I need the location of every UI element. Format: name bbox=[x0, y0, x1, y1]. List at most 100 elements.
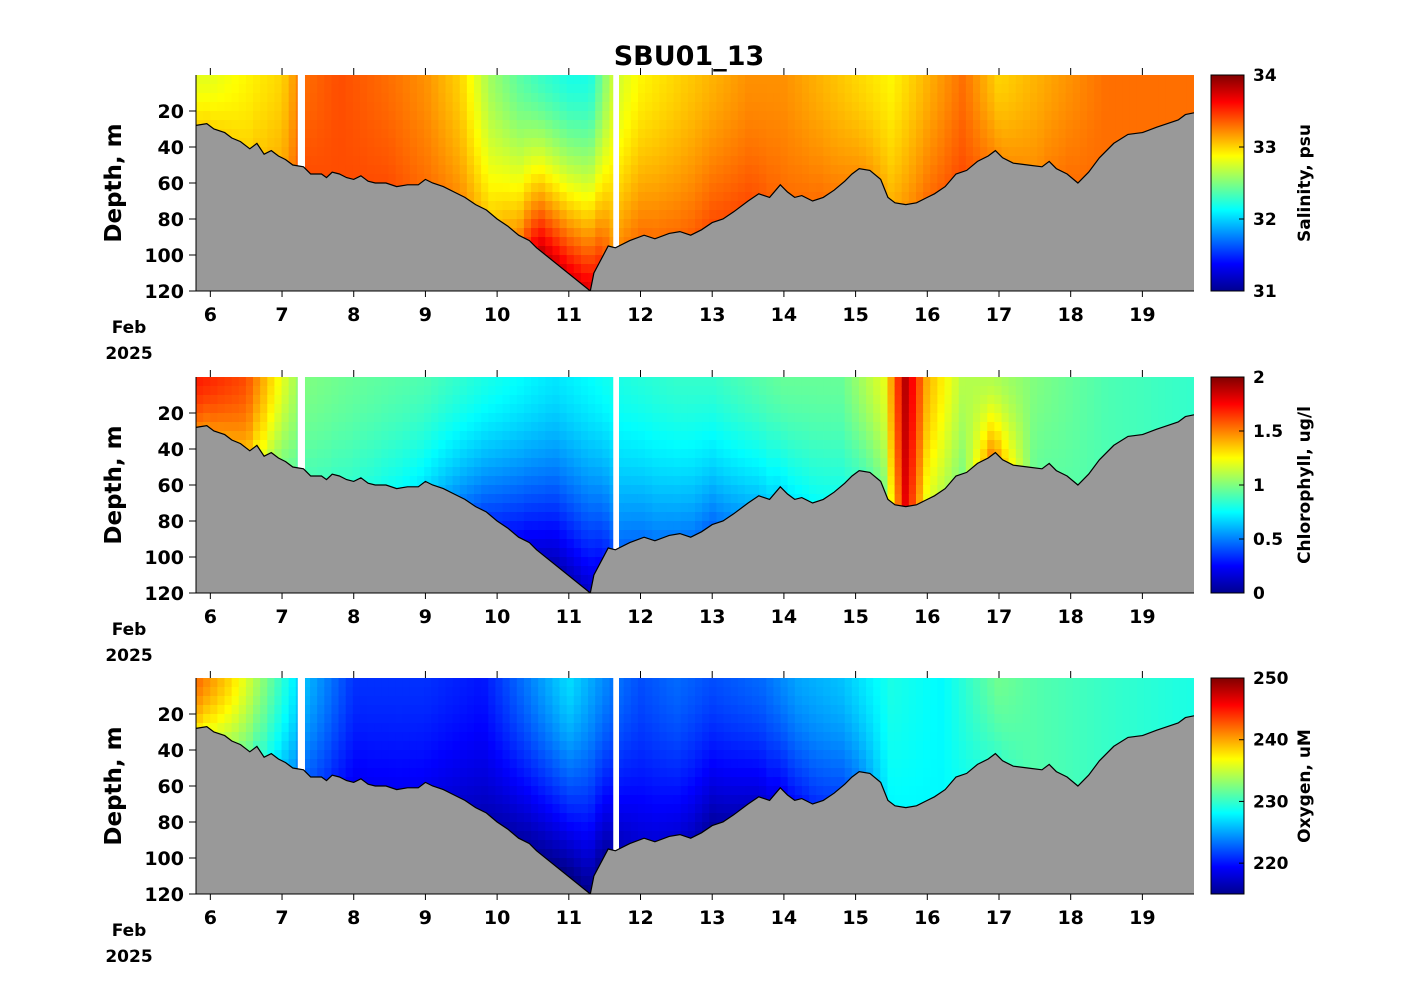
heatmap-cell bbox=[367, 156, 375, 166]
heatmap-cell bbox=[438, 147, 447, 157]
heatmap-cell bbox=[516, 75, 525, 85]
heatmap-cell bbox=[502, 138, 511, 148]
heatmap-cell bbox=[502, 512, 511, 522]
heatmap-cell bbox=[552, 201, 561, 211]
heatmap-cell bbox=[1051, 129, 1060, 139]
heatmap-cell bbox=[994, 84, 1003, 94]
heatmap-cell bbox=[495, 84, 504, 94]
heatmap-cell bbox=[1044, 147, 1053, 157]
heatmap-cell bbox=[474, 494, 482, 504]
heatmap-cell bbox=[602, 467, 611, 477]
heatmap-cell bbox=[523, 395, 532, 405]
heatmap-cell bbox=[652, 129, 661, 139]
heatmap-cell bbox=[538, 246, 546, 256]
heatmap-cell bbox=[245, 404, 254, 414]
heatmap-cell bbox=[474, 458, 482, 468]
heatmap-cell bbox=[317, 138, 326, 148]
heatmap-cell bbox=[616, 386, 625, 396]
heatmap-cell bbox=[438, 377, 447, 387]
heatmap-cell bbox=[559, 377, 568, 387]
heatmap-cell bbox=[951, 147, 960, 157]
heatmap-cell bbox=[630, 377, 639, 387]
heatmap-cell bbox=[687, 201, 696, 211]
heatmap-cell bbox=[481, 129, 489, 139]
heatmap-cell bbox=[588, 201, 596, 211]
heatmap-cell bbox=[545, 485, 554, 495]
heatmap-cell bbox=[267, 75, 276, 85]
heatmap-cell bbox=[666, 219, 675, 229]
heatmap-cell bbox=[637, 120, 646, 130]
heatmap-cell bbox=[1051, 147, 1060, 157]
heatmap-cell bbox=[958, 156, 967, 166]
heatmap-cell bbox=[538, 156, 546, 166]
heatmap-cell bbox=[395, 422, 404, 432]
heatmap-cell bbox=[573, 557, 582, 567]
heatmap-cell bbox=[873, 75, 882, 85]
heatmap-cell bbox=[238, 120, 247, 130]
heatmap-cell bbox=[302, 156, 311, 166]
heatmap-cell bbox=[516, 102, 525, 112]
heatmap-cell bbox=[245, 138, 254, 148]
heatmap-cell bbox=[452, 476, 461, 486]
heatmap-cell bbox=[752, 102, 760, 112]
heatmap-cell bbox=[224, 84, 233, 94]
heatmap-cell bbox=[794, 138, 803, 148]
heatmap-cell bbox=[730, 174, 739, 184]
heatmap-cell bbox=[1136, 111, 1145, 121]
heatmap-cell bbox=[737, 75, 746, 85]
heatmap-cell bbox=[602, 156, 611, 166]
heatmap-cell bbox=[267, 120, 276, 130]
heatmap-cell bbox=[416, 458, 425, 468]
heatmap-cell bbox=[737, 102, 746, 112]
heatmap-cell bbox=[552, 476, 561, 486]
heatmap-cell bbox=[645, 404, 653, 414]
heatmap-cell bbox=[552, 246, 561, 256]
heatmap-cell bbox=[844, 129, 853, 139]
heatmap-cell bbox=[1094, 111, 1103, 121]
heatmap-cell bbox=[538, 431, 546, 441]
heatmap-cell bbox=[773, 84, 782, 94]
heatmap-cell bbox=[260, 404, 268, 414]
heatmap-cell bbox=[374, 440, 383, 450]
heatmap-cell bbox=[858, 102, 867, 112]
heatmap-cell bbox=[481, 413, 489, 423]
heatmap-cell bbox=[980, 102, 988, 112]
heatmap-cell bbox=[851, 120, 860, 130]
heatmap-cell bbox=[887, 93, 896, 103]
heatmap-cell bbox=[1172, 84, 1181, 94]
heatmap-cell bbox=[1044, 93, 1053, 103]
heatmap-cell bbox=[951, 129, 960, 139]
heatmap-cell bbox=[566, 395, 575, 405]
heatmap-cell bbox=[1030, 156, 1038, 166]
heatmap-cell bbox=[502, 156, 511, 166]
heatmap-cell bbox=[281, 395, 290, 405]
heatmap-cell bbox=[459, 431, 468, 441]
heatmap-cell bbox=[367, 377, 375, 387]
heatmap-cell bbox=[538, 440, 546, 450]
heatmap-cell bbox=[887, 111, 896, 121]
heatmap-cell bbox=[837, 84, 846, 94]
heatmap-cell bbox=[545, 413, 554, 423]
heatmap-cell bbox=[1015, 84, 1024, 94]
heatmap-cell bbox=[573, 219, 582, 229]
heatmap-cell bbox=[495, 377, 504, 387]
heatmap-cell bbox=[267, 431, 276, 441]
heatmap-cell bbox=[737, 165, 746, 175]
heatmap-cell bbox=[858, 84, 867, 94]
heatmap-cell bbox=[445, 129, 454, 139]
heatmap-cell bbox=[502, 147, 511, 157]
heatmap-cell bbox=[488, 120, 497, 130]
heatmap-cell bbox=[773, 165, 782, 175]
heatmap-cell bbox=[595, 102, 604, 112]
heatmap-cell bbox=[901, 120, 910, 130]
heatmap-cell bbox=[331, 120, 340, 130]
heatmap-cell bbox=[509, 395, 518, 405]
heatmap-cell bbox=[837, 93, 846, 103]
heatmap-cell bbox=[545, 512, 554, 522]
heatmap-cell bbox=[274, 129, 283, 139]
heatmap-cell bbox=[637, 503, 646, 513]
heatmap-cell bbox=[837, 174, 846, 184]
heatmap-cell bbox=[951, 93, 960, 103]
heatmap-cell bbox=[260, 129, 268, 139]
heatmap-cell bbox=[923, 120, 931, 130]
